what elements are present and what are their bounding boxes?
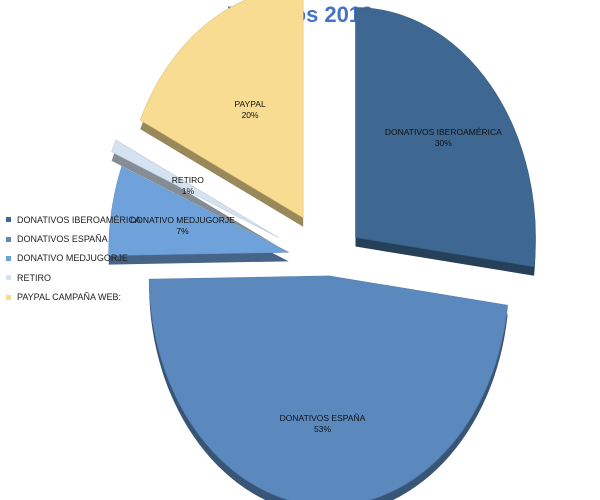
slice-percent-label: 30% xyxy=(435,138,452,148)
slice-percent-label: 1% xyxy=(182,186,195,196)
legend-label: PAYPAL CAMPAÑA WEB: xyxy=(17,292,122,303)
legend-label: RETIRO xyxy=(17,272,52,283)
pie-slice xyxy=(139,0,304,219)
slice-percent-label: 20% xyxy=(242,110,259,120)
legend-swatch xyxy=(6,255,11,261)
legend-label: DONATIVOS IBEROAMÉRICA xyxy=(17,214,141,225)
legend-item: DONATIVO MEDJUGORJE xyxy=(6,249,141,268)
legend-item: PAYPAL CAMPAÑA WEB: xyxy=(6,288,141,307)
pie-slice xyxy=(148,275,508,500)
slice-percent-label: 7% xyxy=(176,226,189,236)
legend-item: RETIRO xyxy=(6,268,141,287)
legend-swatch xyxy=(6,217,11,223)
slice-label: DONATIVOS ESPAÑA xyxy=(280,413,366,423)
slice-label: DONATIVOS IBEROAMÉRICA xyxy=(385,127,502,137)
legend-swatch xyxy=(6,236,11,242)
pie-slice xyxy=(355,7,536,268)
slice-label: DONATIVO MEDJUGORJE xyxy=(130,215,235,225)
slice-label: RETIRO xyxy=(172,175,205,185)
legend-item: DONATIVOS IBEROAMÉRICA xyxy=(6,210,141,229)
legend-swatch xyxy=(6,294,11,300)
legend-label: DONATIVOS ESPAÑA xyxy=(17,234,108,245)
slice-label: PAYPAL xyxy=(234,99,265,109)
legend-swatch xyxy=(6,275,11,281)
chart-legend: DONATIVOS IBEROAMÉRICA DONATIVOS ESPAÑA … xyxy=(6,210,141,307)
legend-item: DONATIVOS ESPAÑA xyxy=(6,229,141,248)
legend-label: DONATIVO MEDJUGORJE xyxy=(17,253,128,264)
pie-slice xyxy=(108,166,289,256)
pie-slice xyxy=(111,139,279,238)
slice-percent-label: 53% xyxy=(314,424,331,434)
